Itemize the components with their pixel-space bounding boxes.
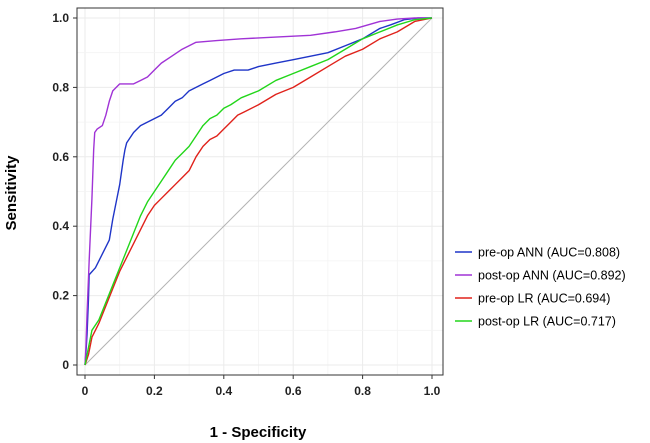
y-tick-label: 0.2: [52, 289, 69, 303]
y-axis-title: Sensitivity: [3, 155, 20, 231]
y-tick-label: 0.8: [52, 80, 69, 94]
grid-lines: [77, 8, 443, 375]
x-tick-label: 0.2: [146, 384, 163, 398]
legend-label-0: pre-op ANN (AUC=0.808): [478, 246, 620, 260]
x-tick-label: 0: [82, 384, 89, 398]
legend: pre-op ANN (AUC=0.808) post-op ANN (AUC=0…: [455, 246, 626, 329]
y-tick-label: 1.0: [52, 11, 69, 25]
legend-label-1: post-op ANN (AUC=0.892): [478, 269, 626, 283]
y-axis-ticks: 0 0.2 0.4 0.6 0.8 1.0: [52, 11, 77, 372]
x-tick-label: 0.4: [215, 384, 232, 398]
legend-label-3: post-op LR (AUC=0.717): [478, 315, 616, 329]
x-axis-ticks: 0 0.2 0.4 0.6 0.8 1.0: [82, 375, 441, 398]
series-line-1: [84, 17, 432, 366]
series-line-3: [84, 17, 433, 366]
x-tick-label: 0.8: [354, 384, 371, 398]
x-tick-label: 1.0: [424, 384, 441, 398]
y-tick-label: 0: [62, 358, 69, 372]
y-tick-label: 0.4: [52, 219, 69, 233]
series-line-2: [84, 17, 433, 366]
legend-label-2: pre-op LR (AUC=0.694): [478, 292, 610, 306]
plot-panel-border: [76, 7, 444, 376]
y-tick-label: 0.6: [52, 150, 69, 164]
x-axis-title: 1 - Specificity: [210, 424, 307, 441]
series-line-0: [84, 17, 432, 366]
x-tick-label: 0.6: [285, 384, 302, 398]
series-lines: [84, 17, 433, 366]
reference-diagonal: [84, 17, 433, 366]
